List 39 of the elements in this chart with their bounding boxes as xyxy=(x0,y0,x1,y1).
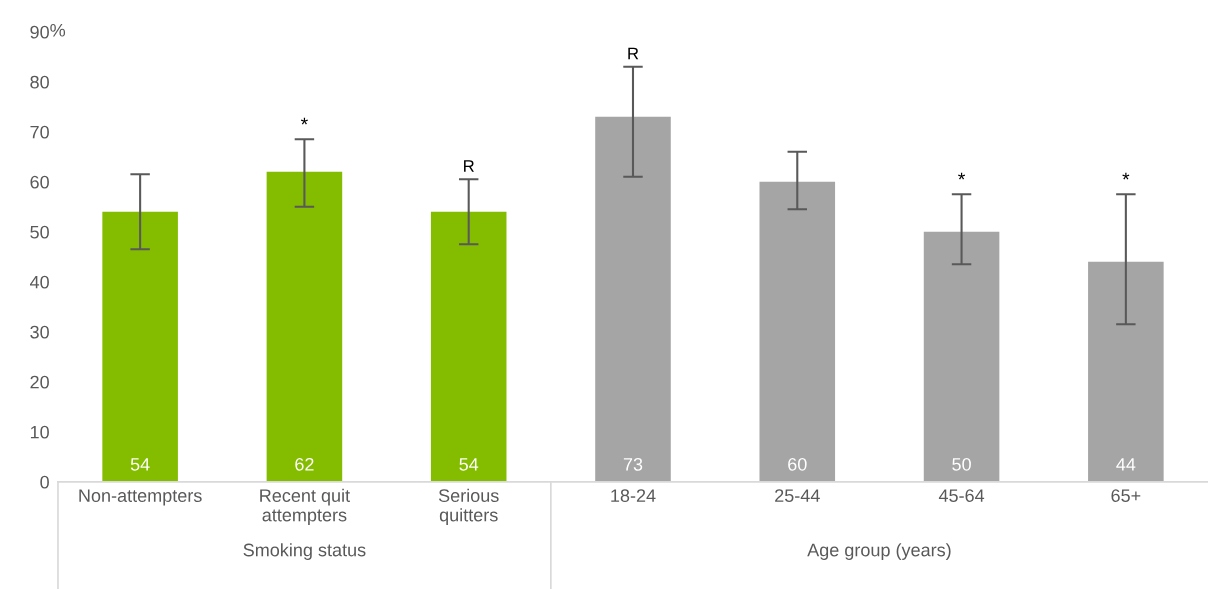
bar xyxy=(430,211,507,482)
y-tick-label: 30 xyxy=(30,325,49,339)
annotation: R xyxy=(628,47,639,60)
x-tick-label: 45-64 xyxy=(938,489,985,503)
bar xyxy=(102,211,178,482)
y-tick-label: 80 xyxy=(30,75,49,89)
data-label: 62 xyxy=(295,457,314,471)
y-tick-label: 0 xyxy=(40,475,49,489)
text: Smoking status xyxy=(243,543,366,560)
data-label: 60 xyxy=(788,457,807,471)
data-label: 44 xyxy=(1116,458,1136,471)
bar xyxy=(1088,261,1164,482)
bar xyxy=(595,116,671,482)
bar xyxy=(759,181,836,482)
data-label: 50 xyxy=(952,457,971,471)
annotation: R xyxy=(464,160,474,172)
x-tick-label: 18-24 xyxy=(611,489,656,503)
x-tick-label: Serious quitters xyxy=(438,488,499,526)
annotation: * xyxy=(300,117,308,125)
x-tick-label: 25-44 xyxy=(775,489,820,503)
annotation: * xyxy=(958,172,966,180)
y-tick-label: 40 xyxy=(29,275,49,289)
x-tick-label: Non-attempters xyxy=(79,489,202,506)
bar xyxy=(923,231,1000,482)
x-tick-label: Recent quit attempters xyxy=(260,488,350,526)
data-label: 73 xyxy=(623,457,643,471)
y-tick-label: 60 xyxy=(30,175,49,189)
y-tick-label: 10 xyxy=(30,425,49,439)
text: Age group (years) xyxy=(807,543,951,560)
y-tick-label: 70 xyxy=(30,125,49,139)
y-tick-label: 20 xyxy=(30,375,49,389)
annotation: * xyxy=(1122,172,1130,180)
y-tick-label: 90 xyxy=(30,25,49,39)
data-label: 54 xyxy=(459,458,479,471)
data-label: 54 xyxy=(130,458,150,471)
x-tick-label: 65+ xyxy=(1111,489,1141,503)
bar xyxy=(266,171,343,482)
y-tick-label: 50 xyxy=(30,225,49,239)
y-axis-title: % xyxy=(50,23,66,37)
